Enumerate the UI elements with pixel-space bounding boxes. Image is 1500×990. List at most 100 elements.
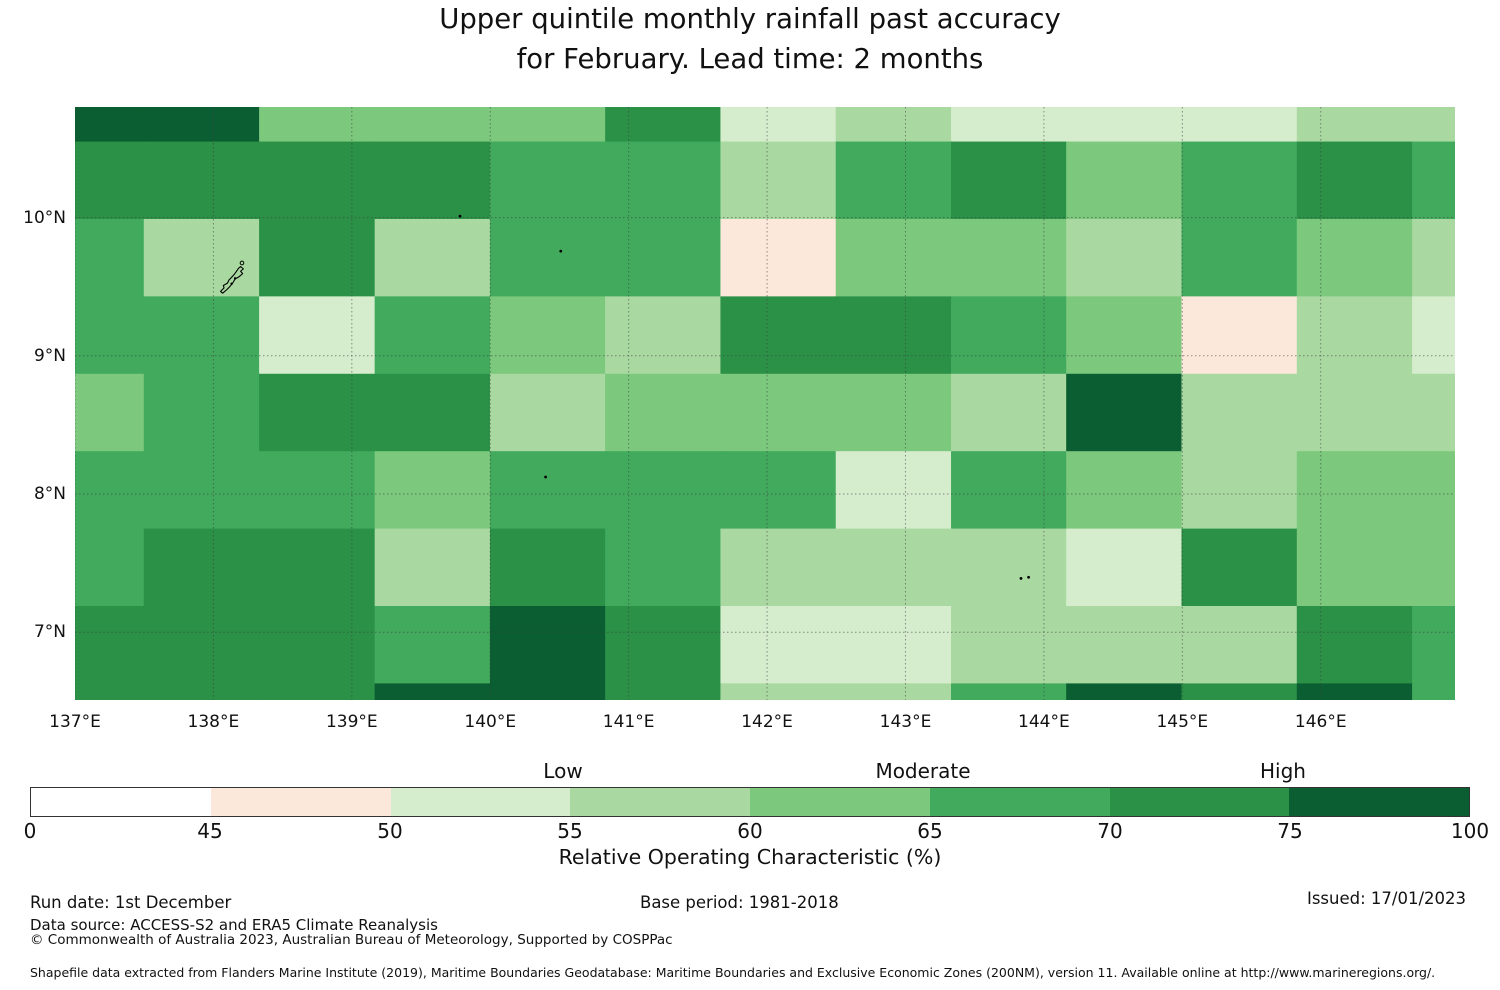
map-cell	[951, 606, 1067, 685]
islet-speck	[559, 249, 563, 253]
map-cell	[374, 683, 491, 700]
map-cell	[1412, 606, 1455, 685]
x-axis-tick-label: 144°E	[1018, 712, 1070, 732]
map-cell	[75, 218, 145, 298]
map-cell	[489, 451, 606, 530]
map-cell	[605, 606, 722, 685]
y-axis-tick-label: 8°N	[33, 484, 66, 505]
map-cell	[1181, 296, 1298, 375]
map-cell	[259, 683, 376, 700]
colorbar-tick-label: 100	[1450, 819, 1490, 843]
map-cell	[951, 296, 1067, 375]
map-cell	[605, 218, 722, 298]
map-cell	[835, 683, 952, 700]
map-cell	[143, 218, 260, 298]
map-cell	[1181, 218, 1298, 298]
map-cell	[1412, 107, 1455, 143]
map-cell	[605, 683, 722, 700]
colorbar-tick-label: 0	[23, 819, 37, 843]
colorbar-tick-label: 55	[557, 819, 583, 843]
colorbar-segment-75-100	[1289, 788, 1469, 816]
map-cell	[143, 606, 260, 685]
colorbar-segment-70-75	[1109, 788, 1290, 816]
map-cell	[143, 451, 260, 530]
islet-speck	[458, 214, 462, 218]
map-cell	[1066, 141, 1183, 220]
map-cell	[1296, 141, 1413, 220]
map-cell	[1181, 606, 1298, 685]
x-axis-tick-label: 140°E	[464, 712, 517, 732]
map-cell	[374, 107, 491, 143]
map-cell	[259, 218, 376, 298]
map-cell	[75, 373, 145, 452]
map-cell	[605, 528, 722, 607]
footer-copyright: © Commonwealth of Australia 2023, Austra…	[30, 932, 673, 948]
map-cell	[489, 683, 606, 700]
map-cell	[720, 218, 837, 298]
map-cell	[835, 218, 952, 298]
map-cell	[1412, 141, 1455, 220]
islet-speck	[1019, 577, 1023, 580]
chart-title-line2: for February. Lead time: 2 months	[516, 43, 984, 75]
map-cell	[1412, 296, 1455, 375]
map-cell	[75, 107, 145, 143]
y-axis-tick-label: 7°N	[33, 622, 66, 643]
x-axis-tick-label: 145°E	[1156, 712, 1209, 732]
map-cell	[374, 606, 491, 685]
map-cell	[835, 606, 952, 685]
map-cell	[489, 528, 606, 607]
map-cell	[951, 683, 1067, 700]
map-cell	[1296, 296, 1413, 375]
map-cell	[1181, 528, 1298, 607]
map-cell	[720, 373, 837, 452]
x-axis-tick-label: 137°E	[49, 712, 101, 732]
islet-speck	[544, 475, 547, 479]
map-cell	[374, 296, 491, 375]
colorbar-tick-label: 50	[377, 819, 403, 843]
map-cell	[1066, 451, 1183, 530]
map-cell	[1296, 373, 1413, 452]
map-cell	[1412, 373, 1455, 452]
map-cell	[1066, 683, 1183, 700]
map-cell	[143, 141, 260, 220]
map-cell	[143, 296, 260, 375]
map-cell	[75, 683, 145, 700]
map-cell	[259, 606, 376, 685]
islet-outline	[239, 260, 245, 266]
map-cell	[1181, 141, 1298, 220]
map-cell	[489, 107, 606, 143]
map-cell	[143, 107, 260, 143]
colorbar-segment-50-55	[390, 788, 571, 816]
map-cell	[374, 141, 491, 220]
map-cell	[1412, 528, 1455, 607]
map-cell	[259, 528, 376, 607]
island-dot	[233, 277, 237, 280]
footer-data-source: Data source: ACCESS-S2 and ERA5 Climate …	[30, 916, 438, 934]
map-cell	[1181, 107, 1298, 143]
map-cell	[143, 373, 260, 452]
map-cell	[605, 451, 722, 530]
map-cell	[720, 683, 837, 700]
map-cell	[1296, 451, 1413, 530]
map-cell	[75, 141, 145, 220]
map-cell	[951, 107, 1067, 143]
x-axis-tick-label: 143°E	[879, 712, 932, 732]
footer-issued-date: Issued: 17/01/2023	[1306, 889, 1466, 908]
map-cell	[1066, 107, 1183, 143]
map-cell	[489, 218, 606, 298]
colorbar-tick-label: 65	[917, 819, 943, 843]
map-cell	[1296, 683, 1413, 700]
map-cell	[951, 218, 1067, 298]
colorbar-category-low: Low	[543, 759, 583, 783]
map-cell	[259, 107, 376, 143]
islet-speck	[1027, 575, 1030, 579]
map-cell	[835, 451, 952, 530]
colorbar-segment-65-70	[929, 788, 1110, 816]
map-cell	[374, 373, 491, 452]
map-cell	[720, 606, 837, 685]
map-cell	[489, 373, 606, 452]
map-cell	[489, 141, 606, 220]
map-cell	[720, 528, 837, 607]
map-cell	[143, 683, 260, 700]
map-cell	[1066, 218, 1183, 298]
